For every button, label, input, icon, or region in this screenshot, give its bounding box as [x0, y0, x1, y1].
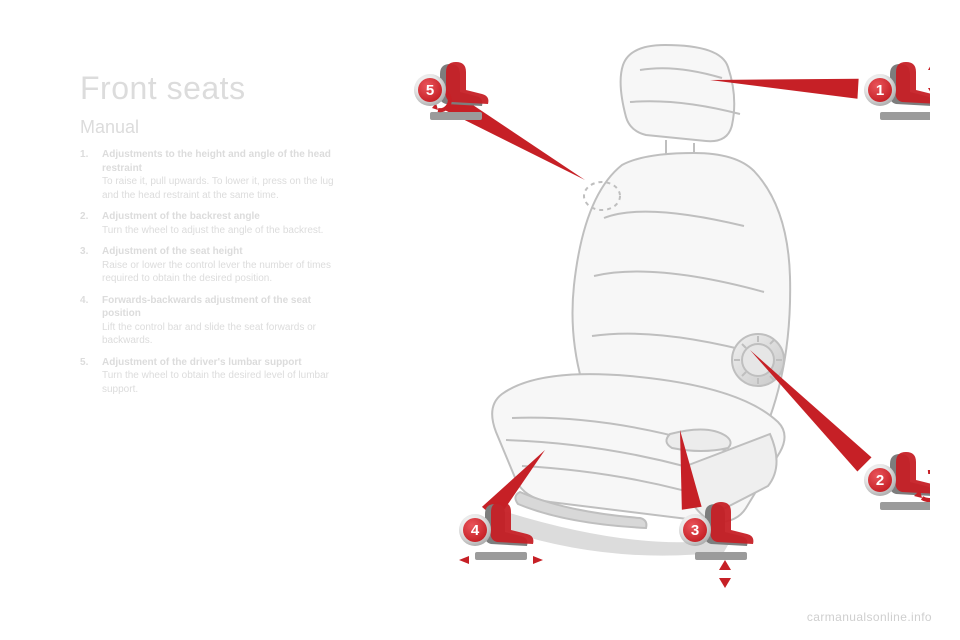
svg-text:2: 2	[876, 472, 884, 489]
instruction-head: Adjustments to the height and angle of t…	[102, 148, 340, 175]
seat-illustration: 1 2 3 4 5	[370, 30, 930, 590]
instruction-list: Adjustments to the height and angle of t…	[80, 148, 340, 396]
instruction-head: Adjustment of the seat height	[102, 245, 340, 259]
seat-drawing	[492, 45, 790, 556]
instruction-item: Adjustment of the backrest angle Turn th…	[80, 210, 340, 237]
page: Front seats Manual Adjustments to the he…	[0, 0, 960, 640]
instruction-item: Adjustment of the driver's lumbar suppor…	[80, 356, 340, 397]
instruction-item: Adjustments to the height and angle of t…	[80, 148, 340, 202]
page-title: Front seats	[80, 70, 340, 107]
instruction-body: Lift the control bar and slide the seat …	[102, 321, 340, 348]
instruction-body: To raise it, pull upwards. To lower it, …	[102, 175, 340, 202]
instruction-body: Turn the wheel to obtain the desired lev…	[102, 369, 340, 396]
svg-text:4: 4	[471, 522, 480, 539]
instruction-item: Adjustment of the seat height Raise or l…	[80, 245, 340, 286]
svg-text:5: 5	[426, 82, 434, 99]
text-column: Front seats Manual Adjustments to the he…	[80, 70, 340, 404]
svg-text:1: 1	[876, 82, 884, 99]
svg-text:3: 3	[691, 522, 699, 539]
instruction-body: Turn the wheel to adjust the angle of th…	[102, 224, 340, 238]
instruction-head: Adjustment of the driver's lumbar suppor…	[102, 356, 340, 370]
instruction-body: Raise or lower the control lever the num…	[102, 259, 340, 286]
instruction-item: Forwards-backwards adjustment of the sea…	[80, 294, 340, 348]
instruction-head: Adjustment of the backrest angle	[102, 210, 340, 224]
watermark-text: carmanualsonline.info	[807, 610, 932, 624]
section-subtitle: Manual	[80, 117, 340, 138]
instruction-head: Forwards-backwards adjustment of the sea…	[102, 294, 340, 321]
